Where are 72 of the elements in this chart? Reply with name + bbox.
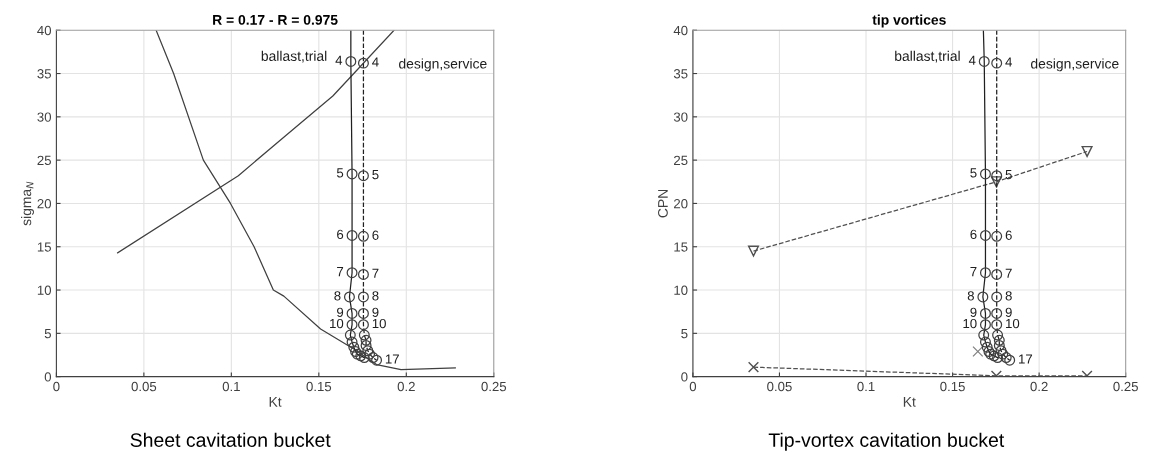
annotation: 10 xyxy=(330,318,344,329)
y-tick-label: 40 xyxy=(37,25,52,36)
y-axis-title: sigma$_{N}$ xyxy=(21,181,34,226)
annotation: 6 xyxy=(372,230,379,240)
annotation: ballast,trial xyxy=(895,50,960,63)
annotation: 8 xyxy=(1005,291,1012,301)
annotation: 7 xyxy=(1005,268,1012,278)
annotation: 5 xyxy=(1005,170,1012,180)
y-tick-label: 10 xyxy=(674,285,688,295)
y-tick-label: 15 xyxy=(674,242,688,252)
annotation: 7 xyxy=(970,267,977,277)
y-tick-label: 35 xyxy=(673,69,688,79)
x-tick-label: 0.1 xyxy=(222,381,240,392)
annotation: 7 xyxy=(372,268,379,278)
x-axis-title: Kt xyxy=(269,397,282,407)
annotation: 10 xyxy=(963,318,977,329)
x-tick-label: 0.1 xyxy=(857,381,875,392)
y-tick-label: 20 xyxy=(37,199,52,209)
x-tick-label: 0.25 xyxy=(1113,381,1138,392)
annotation: 6 xyxy=(970,229,977,240)
y-tick-label: 0 xyxy=(681,372,688,382)
annotation: 6 xyxy=(1005,230,1012,240)
x-tick-label: 0.05 xyxy=(131,381,157,392)
annotation: design,service xyxy=(1031,58,1119,72)
y-tick-label: 15 xyxy=(37,242,51,252)
annotation: 7 xyxy=(337,267,344,277)
y-tick-label: 25 xyxy=(674,155,688,166)
text: Tip-vortex cavitation bucket xyxy=(768,432,1005,451)
annotation: design,service xyxy=(399,58,487,72)
chart-title: tip vortices xyxy=(872,14,946,28)
annotation: 17 xyxy=(1019,354,1033,364)
annotation: 4 xyxy=(968,55,976,65)
annotation: 9 xyxy=(1005,307,1012,317)
annotation: ballast,trial xyxy=(261,50,327,63)
annotation: 10 xyxy=(372,318,386,329)
annotation: 5 xyxy=(372,170,379,180)
annotation: 6 xyxy=(337,229,344,240)
annotation: 9 xyxy=(337,307,344,317)
annotation: 8 xyxy=(967,291,974,301)
annotation: 17 xyxy=(385,354,399,364)
chart-title: R = 0.17 - R = 0.975 xyxy=(213,14,338,25)
y-tick-label: 5 xyxy=(44,329,51,339)
annotation: 8 xyxy=(372,291,379,301)
y-tick-label: 5 xyxy=(681,329,688,339)
text: Sheet cavitation bucket xyxy=(130,432,331,447)
x-tick-label: 0.15 xyxy=(306,381,332,392)
x-tick-label: 0.05 xyxy=(767,381,792,392)
x-tick-label: 0.2 xyxy=(397,381,415,392)
y-axis-title: CPN xyxy=(658,189,668,218)
x-tick-label: 0.2 xyxy=(1030,381,1048,392)
x-tick-label: 0 xyxy=(53,381,60,392)
x-axis-title: Kt xyxy=(903,397,916,407)
y-tick-label: 35 xyxy=(37,69,51,79)
annotation: 8 xyxy=(334,291,341,301)
y-tick-label: 30 xyxy=(37,112,52,122)
y-tick-label: 10 xyxy=(37,285,52,295)
annotation: 4 xyxy=(372,57,379,67)
y-tick-label: 25 xyxy=(37,155,51,166)
annotation: 9 xyxy=(970,307,977,317)
annotation: 10 xyxy=(1006,318,1020,329)
y-tick-label: 40 xyxy=(673,25,688,36)
annotation: 9 xyxy=(372,307,379,317)
y-tick-label: 20 xyxy=(674,199,688,209)
y-tick-label: 30 xyxy=(673,112,688,122)
x-tick-label: 0.15 xyxy=(940,381,965,392)
annotation: 4 xyxy=(335,55,343,65)
annotation: 5 xyxy=(336,168,344,178)
x-tick-label: 0.25 xyxy=(481,381,507,392)
annotation: 4 xyxy=(1005,57,1012,67)
y-tick-label: 0 xyxy=(44,372,52,382)
annotation: 5 xyxy=(970,168,977,178)
x-tick-label: 0 xyxy=(689,381,697,392)
